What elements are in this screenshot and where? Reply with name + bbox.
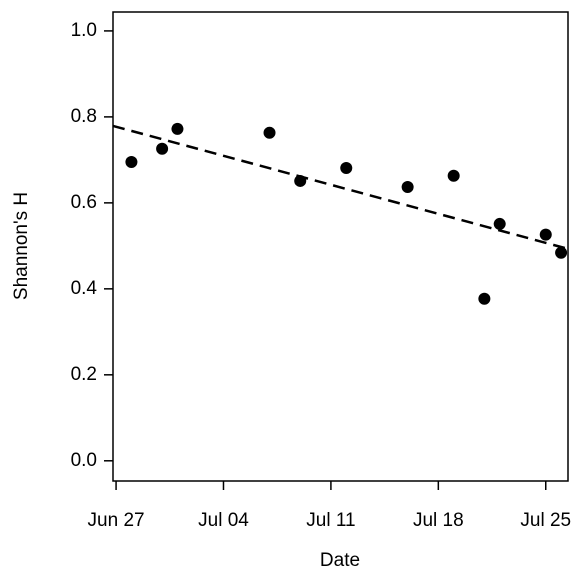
point xyxy=(555,246,568,259)
y-tick-label: 0.6 xyxy=(71,192,97,213)
x-axis-label: Date xyxy=(320,550,360,571)
point xyxy=(171,122,184,135)
x-tick-label: Jul 04 xyxy=(198,510,249,531)
point xyxy=(340,162,353,175)
x-tick-label: Jul 25 xyxy=(520,510,571,531)
point xyxy=(401,180,414,193)
point xyxy=(478,292,491,305)
point xyxy=(447,169,460,182)
trend-line xyxy=(112,124,569,251)
plot-box xyxy=(112,11,569,482)
point xyxy=(125,156,138,169)
point xyxy=(263,126,276,139)
y-tick-label: 0.8 xyxy=(71,106,97,127)
y-axis-label: Shannon's H xyxy=(11,192,32,300)
point xyxy=(493,217,506,230)
x-tick-label: Jun 27 xyxy=(88,510,145,531)
y-tick-label: 0.4 xyxy=(71,278,98,299)
x-tick-label: Jul 11 xyxy=(306,510,355,531)
x-tick-label: Jul 18 xyxy=(413,510,464,531)
y-tick-label: 0.0 xyxy=(71,450,97,471)
point xyxy=(156,142,169,155)
point xyxy=(294,174,307,187)
y-tick-label: 1.0 xyxy=(71,20,97,41)
y-tick-label: 0.2 xyxy=(71,364,97,385)
point xyxy=(539,228,552,241)
